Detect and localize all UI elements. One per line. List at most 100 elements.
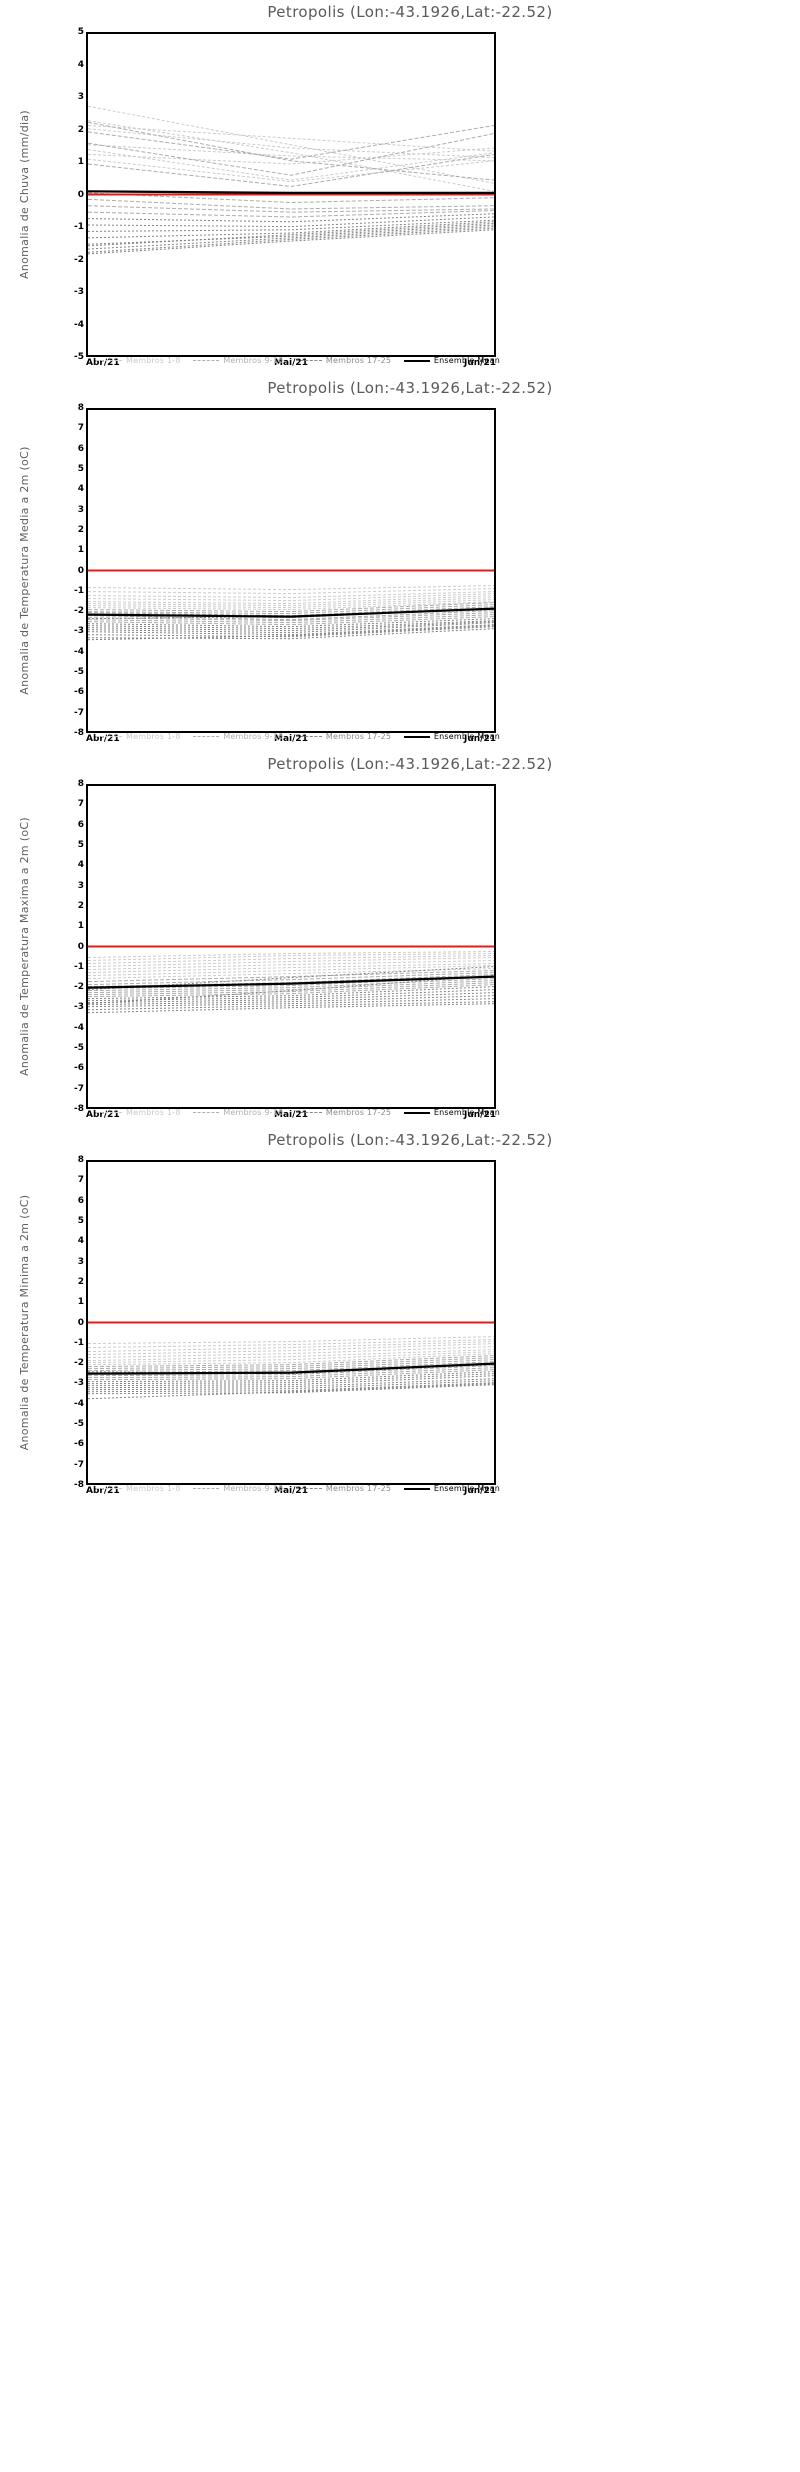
y-axis-label: Anomalia de Chuva (mm/dia): [18, 110, 31, 279]
y-tick-label: -2: [74, 1358, 84, 1369]
series-line: [88, 956, 494, 964]
series-line: [88, 154, 494, 186]
y-axis-ticks: 8 7 6 5 4 3 2 1 0 -1 -2 -3 -4 -5 -6 -7 -8: [52, 403, 84, 738]
series-line: [88, 1352, 494, 1363]
plot-svg: [88, 786, 494, 1107]
series-line: [88, 611, 494, 620]
legend-item-label: Ensemble Mean: [433, 1108, 500, 1117]
series-line: [88, 958, 494, 967]
y-tick-label: 2: [77, 1276, 84, 1287]
series-line: [88, 596, 494, 604]
series-line: [88, 615, 494, 623]
y-tick-label: 4: [77, 1236, 84, 1247]
series-line: [88, 1364, 494, 1374]
y-tick-label: 5: [77, 463, 84, 474]
legend-item: Ensemble Mean: [403, 732, 500, 741]
legend-items: Membros 1-8 Membros 9-16 Membros 17-25 Ense…: [96, 732, 500, 741]
plot-svg: [88, 1162, 494, 1483]
series-line: [88, 987, 494, 999]
series-line: [88, 964, 494, 973]
chart-title: Petropolis (Lon:-43.1926,Lat:-22.52): [267, 379, 553, 397]
y-tick-label: 7: [77, 1175, 84, 1186]
series-line: [88, 1366, 494, 1376]
y-tick-label: 6: [77, 819, 84, 830]
y-tick-label: 3: [77, 504, 84, 515]
y-tick-label: 8: [77, 1155, 84, 1165]
plot-wrapper: Anomalia de Chuva (mm/dia) 5 4 3 2 1 0 -1 -2 -3 -…: [0, 24, 800, 368]
chart-panel-temp-maxima: Petropolis (Lon:-43.1926,Lat:-22.52) Ano…: [0, 752, 800, 1128]
series-line: [88, 961, 494, 970]
x-tick-label: Jun/21: [464, 734, 496, 744]
legend-swatch-icon: [193, 360, 220, 361]
series-line: [88, 589, 494, 594]
legend-item: Membros 1-8: [96, 1484, 181, 1493]
legend-item: Membros 9-16: [193, 356, 283, 365]
y-tick-label: 0: [77, 565, 84, 576]
series-line: [88, 214, 494, 222]
series-line: [88, 193, 494, 203]
legend-item: Membros 1-8: [96, 356, 181, 365]
legend-item: Ensemble Mean: [403, 1108, 500, 1117]
legend-item-label: Membros 17-25: [325, 356, 392, 365]
y-tick-label: 4: [77, 484, 84, 495]
x-axis-ticks: Abr/21 Mai/21 Jun/21: [86, 1485, 496, 1501]
legend-swatch-icon: [295, 1112, 322, 1113]
legend-swatch-icon: [403, 1487, 430, 1490]
y-tick-label: 8: [77, 403, 84, 413]
x-tick-label: Abr/21: [86, 734, 120, 744]
legend-item: Membros 1-8: [96, 732, 181, 741]
y-axis-label: Anomalia de Temperatura Minima a 2m (oC): [18, 1194, 31, 1451]
y-tick-label: -6: [74, 687, 84, 698]
series-line: [88, 602, 494, 610]
chart-title: Petropolis (Lon:-43.1926,Lat:-22.52): [267, 1131, 553, 1149]
y-tick-label: 5: [77, 27, 84, 37]
plot-svg: [88, 410, 494, 731]
plot-area: [86, 784, 496, 1109]
series-line: [88, 159, 494, 181]
series-line: [88, 1344, 494, 1355]
y-tick-label: -8: [74, 1480, 84, 1490]
chart-legend: Membros 1-8 Membros 9-16 Membros 17-25 Ense…: [0, 1482, 800, 1504]
y-tick-label: 4: [77, 860, 84, 871]
y-tick-label: -5: [74, 1419, 84, 1430]
plot-wrapper: Anomalia de Temperatura Maxima a 2m (oC)…: [0, 776, 800, 1120]
x-tick-label: Jun/21: [464, 358, 496, 368]
series-line: [88, 973, 494, 985]
y-tick-label: -8: [74, 728, 84, 738]
y-tick-label: 6: [77, 1195, 84, 1206]
series-line: [88, 617, 494, 625]
legend-swatch-icon: [193, 1488, 220, 1489]
series-line: [88, 594, 494, 601]
y-tick-label: 0: [77, 1317, 84, 1328]
y-tick-label: 3: [77, 1256, 84, 1267]
legend-item-label: Membros 1-8: [126, 1108, 181, 1117]
x-axis-ticks: Abr/21 Mai/21 Jun/21: [86, 1109, 496, 1125]
y-tick-label: 1: [77, 157, 84, 167]
y-tick-label: -2: [74, 982, 84, 993]
legend-swatch-icon: [193, 1112, 220, 1113]
series-line: [88, 952, 494, 958]
series-line: [88, 600, 494, 608]
y-tick-label: 7: [77, 423, 84, 434]
y-axis-ticks: 8 7 6 5 4 3 2 1 0 -1 -2 -3 -4 -5 -6 -7 -8: [52, 1155, 84, 1490]
y-tick-label: -3: [74, 1378, 84, 1389]
y-tick-label: 0: [77, 941, 84, 952]
chart-legend: Membros 1-8 Membros 9-16 Membros 17-25 Ense…: [0, 730, 800, 752]
y-tick-label: 2: [77, 524, 84, 535]
legend-swatch-icon: [403, 359, 430, 362]
series-line: [88, 603, 494, 612]
y-tick-label: -5: [74, 1043, 84, 1054]
series-line: [88, 106, 494, 183]
series-line: [88, 134, 494, 176]
y-tick-label: -6: [74, 1063, 84, 1074]
y-tick-label: -3: [74, 1002, 84, 1013]
y-tick-label: 2: [77, 124, 84, 135]
x-tick-label: Abr/21: [86, 1110, 120, 1120]
series-line: [88, 1360, 494, 1371]
series-line: [88, 228, 494, 252]
legend-item: Membros 17-25: [295, 1484, 391, 1493]
series-line: [88, 199, 494, 209]
legend-item: Ensemble Mean: [403, 1484, 500, 1493]
series-line: [88, 1356, 494, 1367]
y-tick-label: 1: [77, 921, 84, 932]
